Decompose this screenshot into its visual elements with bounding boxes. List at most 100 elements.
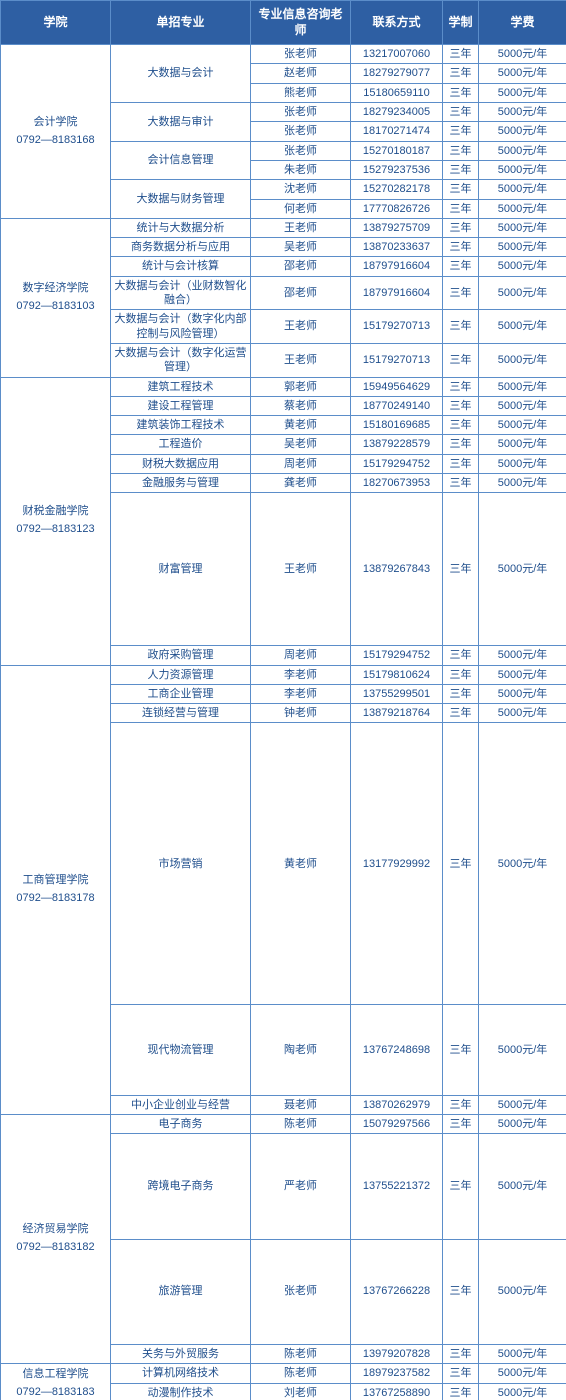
major-cell: 大数据与财务管理: [111, 180, 251, 219]
phone-cell: 15949564629: [351, 377, 443, 396]
teacher-cell: 何老师: [251, 199, 351, 218]
phone-cell: 13755299501: [351, 684, 443, 703]
fee-cell: 5000元/年: [479, 454, 566, 473]
major-cell: 跨境电子商务: [111, 1134, 251, 1239]
fee-cell: 5000元/年: [479, 1239, 566, 1344]
teacher-cell: 王老师: [251, 218, 351, 237]
phone-cell: 18770249140: [351, 396, 443, 415]
duration-cell: 三年: [443, 45, 479, 64]
college-cell: 会计学院0792—8183168: [1, 45, 111, 219]
duration-cell: 三年: [443, 64, 479, 83]
fee-cell: 5000元/年: [479, 103, 566, 122]
fee-cell: 5000元/年: [479, 1115, 566, 1134]
college-cell: 财税金融学院0792—8183123: [1, 377, 111, 665]
phone-cell: 15180659110: [351, 83, 443, 102]
major-cell: 大数据与会计: [111, 45, 251, 103]
teacher-cell: 龚老师: [251, 474, 351, 493]
phone-cell: 18279234005: [351, 103, 443, 122]
header-col-0: 学院: [1, 1, 111, 45]
duration-cell: 三年: [443, 276, 479, 310]
fee-cell: 5000元/年: [479, 310, 566, 344]
teacher-cell: 蔡老师: [251, 396, 351, 415]
table-header-row: 学院单招专业专业信息咨询老师联系方式学制学费: [1, 1, 566, 45]
major-cell: 财富管理: [111, 493, 251, 646]
major-cell: 连锁经营与管理: [111, 704, 251, 723]
major-cell: 财税大数据应用: [111, 454, 251, 473]
duration-cell: 三年: [443, 1363, 479, 1383]
fee-cell: 5000元/年: [479, 684, 566, 703]
major-cell: 动漫制作技术: [111, 1384, 251, 1400]
major-cell: 政府采购管理: [111, 646, 251, 665]
teacher-cell: 邵老师: [251, 276, 351, 310]
duration-cell: 三年: [443, 199, 479, 218]
header-col-3: 联系方式: [351, 1, 443, 45]
teacher-cell: 熊老师: [251, 83, 351, 102]
phone-cell: 15270180187: [351, 141, 443, 160]
duration-cell: 三年: [443, 83, 479, 102]
major-cell: 市场营销: [111, 723, 251, 1005]
fee-cell: 5000元/年: [479, 377, 566, 396]
fee-cell: 5000元/年: [479, 1384, 566, 1400]
duration-cell: 三年: [443, 493, 479, 646]
table-row: 数字经济学院0792—8183103统计与大数据分析王老师13879275709…: [1, 218, 566, 237]
teacher-cell: 邵老师: [251, 257, 351, 276]
duration-cell: 三年: [443, 1134, 479, 1239]
college-cell: 经济贸易学院0792—8183182: [1, 1115, 111, 1364]
table-row: 信息工程学院0792—8183183计算机网络技术陈老师18979237582三…: [1, 1363, 566, 1383]
header-col-1: 单招专业: [111, 1, 251, 45]
enrollment-table: 学院单招专业专业信息咨询老师联系方式学制学费 会计学院0792—8183168大…: [0, 0, 566, 1400]
duration-cell: 三年: [443, 141, 479, 160]
teacher-cell: 张老师: [251, 45, 351, 64]
duration-cell: 三年: [443, 396, 479, 415]
duration-cell: 三年: [443, 454, 479, 473]
fee-cell: 5000元/年: [479, 1344, 566, 1363]
fee-cell: 5000元/年: [479, 646, 566, 665]
major-cell: 统计与大数据分析: [111, 218, 251, 237]
teacher-cell: 吴老师: [251, 435, 351, 454]
fee-cell: 5000元/年: [479, 1005, 566, 1096]
fee-cell: 5000元/年: [479, 257, 566, 276]
phone-cell: 15179810624: [351, 665, 443, 684]
major-cell: 大数据与会计（数字化内部控制与风险管理）: [111, 310, 251, 344]
college-cell: 数字经济学院0792—8183103: [1, 218, 111, 377]
major-cell: 建筑工程技术: [111, 377, 251, 396]
teacher-cell: 钟老师: [251, 704, 351, 723]
phone-cell: 18170271474: [351, 122, 443, 141]
duration-cell: 三年: [443, 218, 479, 237]
phone-cell: 15179270713: [351, 343, 443, 377]
duration-cell: 三年: [443, 416, 479, 435]
teacher-cell: 陶老师: [251, 1005, 351, 1096]
phone-cell: 15270282178: [351, 180, 443, 199]
phone-cell: 18270673953: [351, 474, 443, 493]
duration-cell: 三年: [443, 180, 479, 199]
duration-cell: 三年: [443, 435, 479, 454]
table-body: 会计学院0792—8183168大数据与会计张老师13217007060三年50…: [1, 45, 566, 1400]
phone-cell: 13755221372: [351, 1134, 443, 1239]
phone-cell: 13217007060: [351, 45, 443, 64]
duration-cell: 三年: [443, 122, 479, 141]
duration-cell: 三年: [443, 1344, 479, 1363]
duration-cell: 三年: [443, 257, 479, 276]
teacher-cell: 赵老师: [251, 64, 351, 83]
teacher-cell: 张老师: [251, 1239, 351, 1344]
teacher-cell: 严老师: [251, 1134, 351, 1239]
teacher-cell: 周老师: [251, 454, 351, 473]
teacher-cell: 郭老师: [251, 377, 351, 396]
fee-cell: 5000元/年: [479, 1363, 566, 1383]
teacher-cell: 陈老师: [251, 1115, 351, 1134]
phone-cell: 15179270713: [351, 310, 443, 344]
phone-cell: 13979207828: [351, 1344, 443, 1363]
header-col-2: 专业信息咨询老师: [251, 1, 351, 45]
duration-cell: 三年: [443, 160, 479, 179]
fee-cell: 5000元/年: [479, 396, 566, 415]
teacher-cell: 黄老师: [251, 416, 351, 435]
phone-cell: 17770826726: [351, 199, 443, 218]
major-cell: 计算机网络技术: [111, 1363, 251, 1383]
table-row: 工商管理学院0792—8183178人力资源管理李老师15179810624三年…: [1, 665, 566, 684]
teacher-cell: 刘老师: [251, 1384, 351, 1400]
major-cell: 工程造价: [111, 435, 251, 454]
duration-cell: 三年: [443, 377, 479, 396]
header-col-4: 学制: [443, 1, 479, 45]
college-cell: 信息工程学院0792—8183183: [1, 1363, 111, 1400]
phone-cell: 13879267843: [351, 493, 443, 646]
